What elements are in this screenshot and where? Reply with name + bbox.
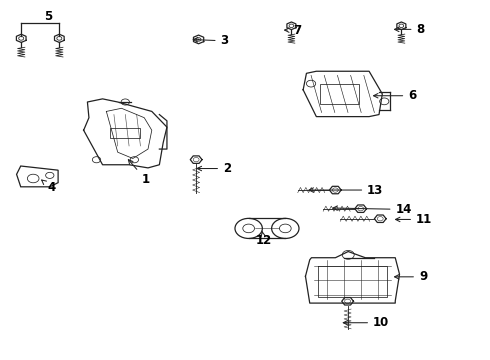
Text: 10: 10 bbox=[343, 316, 389, 329]
Text: 12: 12 bbox=[256, 231, 272, 247]
Text: 3: 3 bbox=[193, 34, 229, 48]
Text: 6: 6 bbox=[373, 89, 416, 102]
Text: 13: 13 bbox=[309, 184, 383, 197]
Text: 8: 8 bbox=[394, 23, 425, 36]
Text: 7: 7 bbox=[285, 24, 301, 37]
Circle shape bbox=[198, 39, 199, 40]
Text: 14: 14 bbox=[333, 203, 412, 216]
Text: 1: 1 bbox=[128, 159, 149, 186]
Text: 2: 2 bbox=[197, 162, 231, 175]
Text: 5: 5 bbox=[45, 10, 53, 23]
Text: 4: 4 bbox=[42, 180, 55, 194]
Text: 11: 11 bbox=[395, 213, 432, 226]
Text: 9: 9 bbox=[394, 270, 427, 283]
